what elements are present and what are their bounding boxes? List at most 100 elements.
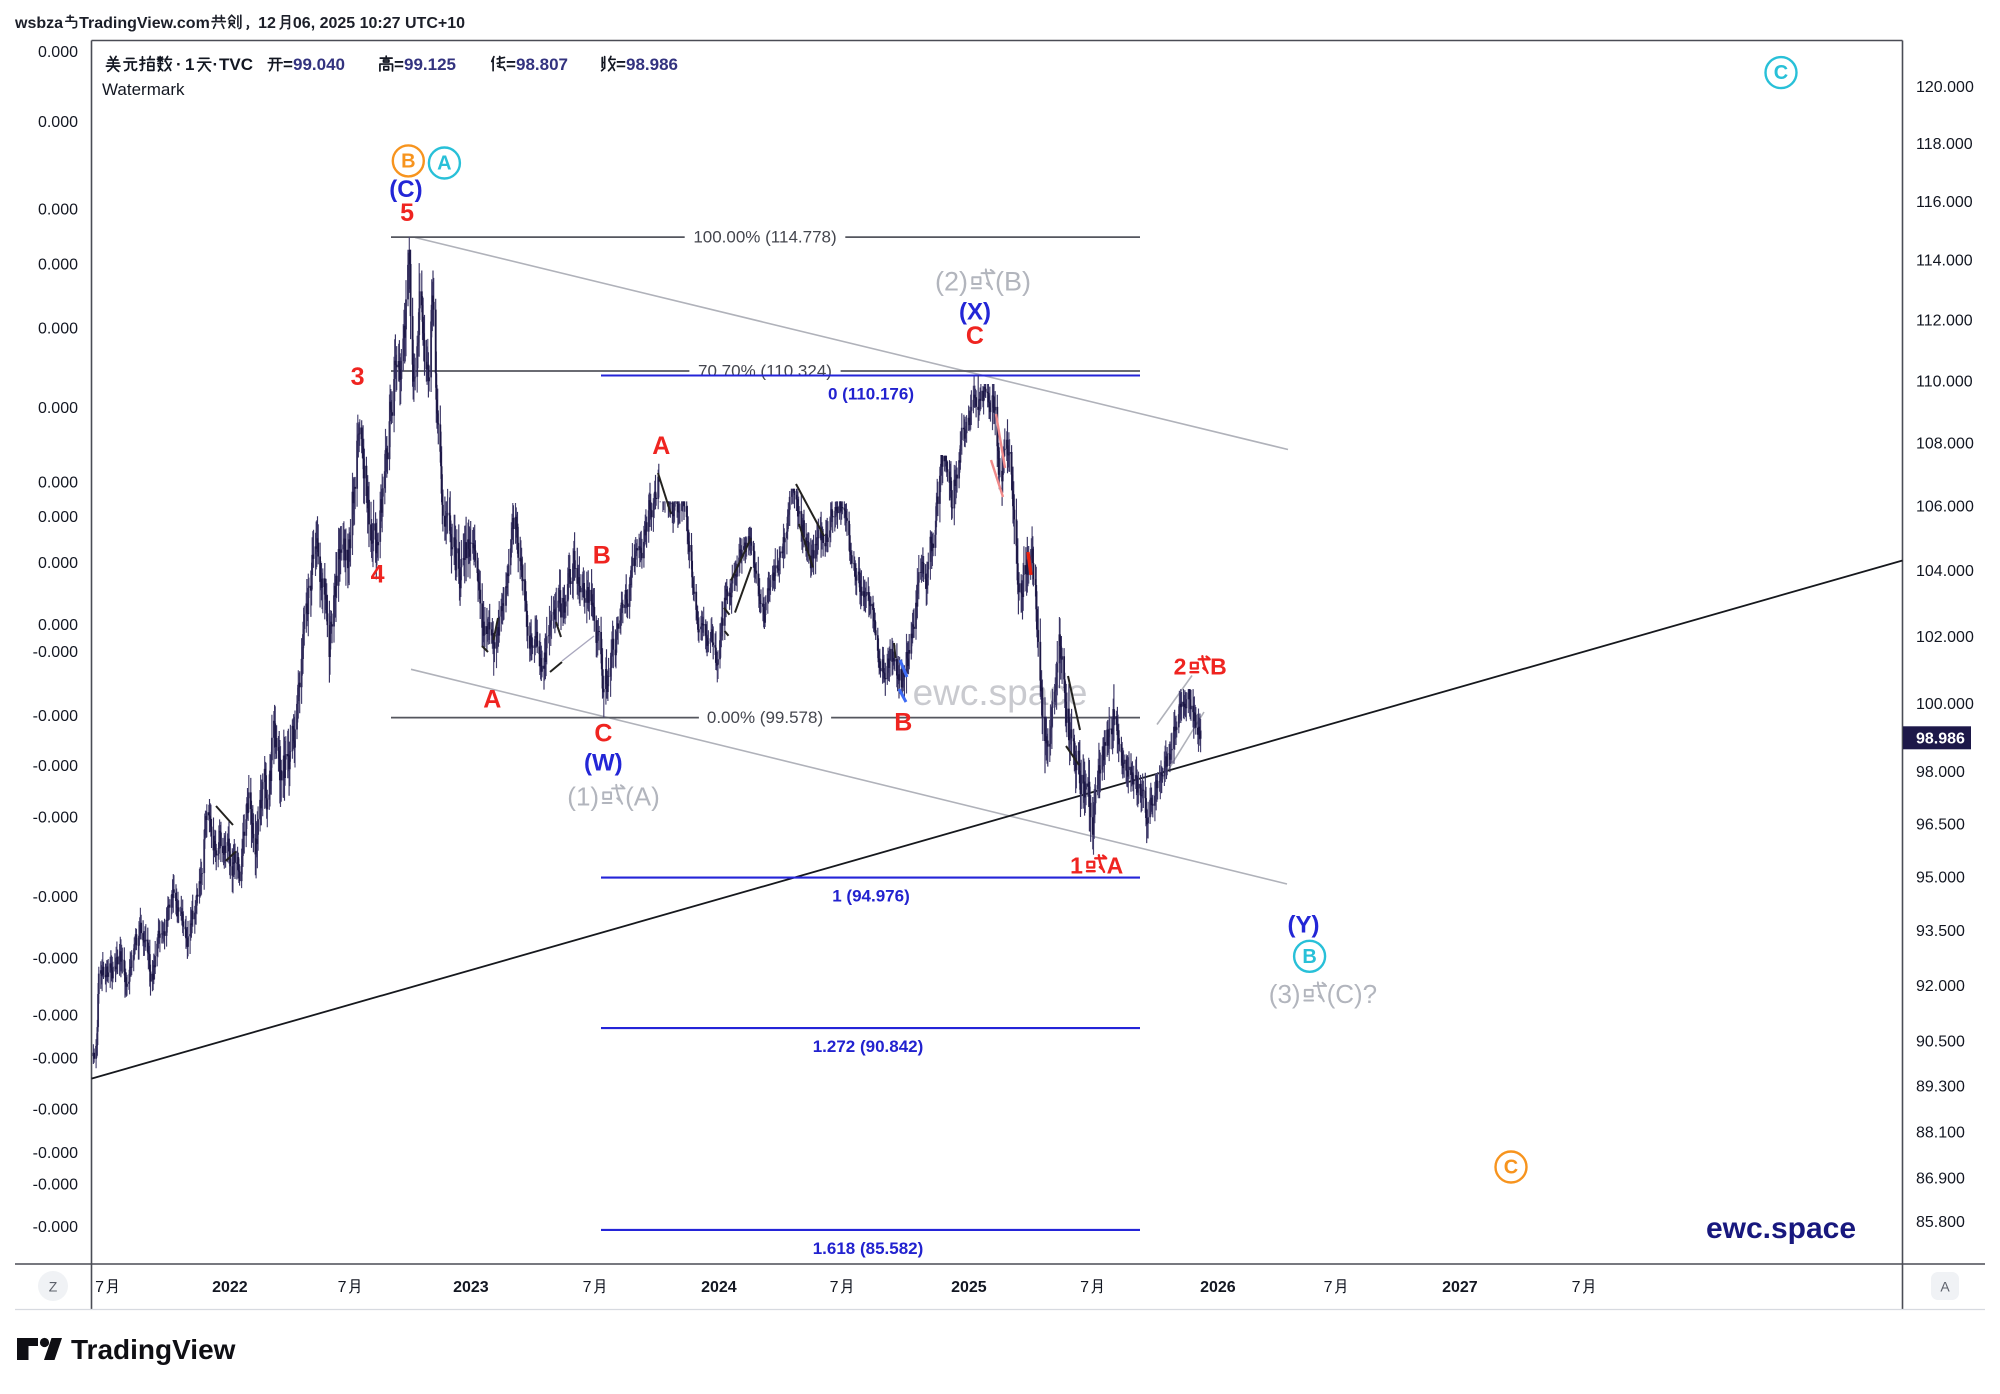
svg-text:2026: 2026 — [1200, 1279, 1236, 1296]
svg-text:93.500: 93.500 — [1916, 923, 1965, 940]
svg-text:-0.000: -0.000 — [33, 1051, 78, 1068]
svg-text:104.000: 104.000 — [1916, 563, 1974, 580]
svg-text:Watermark: Watermark — [102, 80, 185, 99]
svg-text:92.000: 92.000 — [1916, 978, 1965, 995]
svg-text:0.000: 0.000 — [38, 201, 78, 218]
svg-text:TradingView.com: TradingView.com — [79, 15, 210, 32]
svg-text:C: C — [1774, 62, 1788, 84]
svg-text:C: C — [1504, 1157, 1518, 1179]
svg-text:B: B — [401, 150, 415, 172]
svg-text:·: · — [213, 55, 219, 74]
svg-text:06, 2025 10:27 UTC+10: 06, 2025 10:27 UTC+10 — [293, 15, 465, 32]
svg-text:0.000: 0.000 — [38, 509, 78, 526]
svg-text:110.000: 110.000 — [1916, 373, 1973, 390]
svg-text:1.272 (90.842): 1.272 (90.842) — [813, 1037, 924, 1056]
svg-text:(3): (3) — [1269, 979, 1301, 1009]
svg-text:90.500: 90.500 — [1916, 1033, 1965, 1050]
svg-text:112.000: 112.000 — [1916, 313, 1973, 330]
svg-text:96.500: 96.500 — [1916, 816, 1965, 833]
svg-text:4: 4 — [371, 561, 385, 589]
svg-text:7: 7 — [1324, 1279, 1333, 1296]
svg-text:A: A — [1107, 852, 1124, 878]
svg-text:-0.000: -0.000 — [33, 809, 78, 826]
svg-text:=: = — [506, 55, 516, 74]
svg-text:98.807: 98.807 — [516, 55, 568, 74]
svg-text:3: 3 — [351, 363, 365, 391]
svg-text:-0.000: -0.000 — [33, 1145, 78, 1162]
svg-text:Z: Z — [49, 1279, 58, 1295]
svg-text:(1): (1) — [567, 781, 599, 811]
svg-text:2: 2 — [1174, 653, 1187, 679]
svg-text:-0.000: -0.000 — [33, 889, 78, 906]
svg-text:=: = — [394, 55, 404, 74]
svg-text:B: B — [1210, 653, 1227, 679]
svg-text:-0.000: -0.000 — [33, 708, 78, 725]
svg-text:TradingView: TradingView — [71, 1334, 236, 1365]
svg-text:116.000: 116.000 — [1916, 194, 1973, 211]
svg-text:(Y): (Y) — [1288, 912, 1320, 939]
svg-text:0.00% (99.578): 0.00% (99.578) — [707, 708, 823, 727]
svg-text:98.986: 98.986 — [1916, 730, 1965, 747]
svg-text:-0.000: -0.000 — [33, 951, 78, 968]
svg-text:=: = — [616, 55, 626, 74]
svg-text:B: B — [894, 709, 912, 737]
svg-text:ewc.space: ewc.space — [913, 672, 1088, 713]
svg-text:(C): (C) — [389, 176, 422, 203]
svg-text:12: 12 — [258, 15, 276, 32]
svg-text:98.000: 98.000 — [1916, 764, 1965, 781]
svg-text:85.800: 85.800 — [1916, 1214, 1965, 1231]
svg-text:1.618 (85.582): 1.618 (85.582) — [813, 1239, 924, 1258]
svg-text:C: C — [594, 720, 612, 748]
svg-text:0.000: 0.000 — [38, 114, 78, 131]
svg-text:7: 7 — [583, 1279, 592, 1296]
svg-text:95.000: 95.000 — [1916, 869, 1965, 886]
svg-text:TVC: TVC — [219, 55, 253, 74]
svg-text:0.000: 0.000 — [38, 400, 78, 417]
svg-text:-0.000: -0.000 — [33, 758, 78, 775]
svg-text:0.000: 0.000 — [38, 617, 78, 634]
svg-text:2027: 2027 — [1442, 1279, 1478, 1296]
svg-text:0.000: 0.000 — [38, 257, 78, 274]
svg-text:0 (110.176): 0 (110.176) — [828, 385, 914, 404]
svg-text:7: 7 — [95, 1279, 104, 1296]
svg-text:(B): (B) — [995, 267, 1031, 297]
svg-text:A: A — [652, 432, 670, 460]
svg-text:100.00% (114.778): 100.00% (114.778) — [693, 228, 836, 247]
svg-text:7: 7 — [1080, 1279, 1089, 1296]
svg-text:7: 7 — [1572, 1279, 1581, 1296]
svg-text:89.300: 89.300 — [1916, 1079, 1965, 1096]
svg-text:B: B — [1302, 946, 1316, 968]
svg-text:102.000: 102.000 — [1916, 629, 1974, 646]
svg-text:(C)?: (C)? — [1327, 979, 1378, 1009]
svg-text:-0.000: -0.000 — [33, 1007, 78, 1024]
svg-text:106.000: 106.000 — [1916, 499, 1974, 516]
svg-text:88.100: 88.100 — [1916, 1124, 1965, 1141]
svg-text:0.000: 0.000 — [38, 474, 78, 491]
svg-text:·: · — [176, 55, 182, 74]
svg-text:(X): (X) — [959, 299, 991, 326]
svg-text:100.000: 100.000 — [1916, 696, 1974, 713]
svg-text:0.000: 0.000 — [38, 44, 78, 61]
svg-text:2024: 2024 — [701, 1279, 737, 1296]
svg-text:(A): (A) — [625, 781, 660, 811]
svg-text:(2): (2) — [935, 267, 968, 297]
svg-text:-0.000: -0.000 — [33, 644, 78, 661]
svg-text:wsbza: wsbza — [14, 15, 63, 32]
svg-text:108.000: 108.000 — [1916, 436, 1974, 453]
svg-text:98.986: 98.986 — [626, 55, 678, 74]
svg-text:-0.000: -0.000 — [33, 1102, 78, 1119]
svg-text:=: = — [283, 55, 293, 74]
svg-text:70.70% (110.324): 70.70% (110.324) — [698, 362, 832, 381]
svg-text:120.000: 120.000 — [1916, 79, 1974, 96]
svg-text:-0.000: -0.000 — [33, 1177, 78, 1194]
svg-text:99.040: 99.040 — [293, 55, 345, 74]
svg-text:A: A — [483, 686, 501, 714]
svg-text:ewc.space: ewc.space — [1706, 1212, 1856, 1245]
svg-text:118.000: 118.000 — [1916, 136, 1973, 153]
svg-text:0.000: 0.000 — [38, 555, 78, 572]
svg-text:99.125: 99.125 — [404, 55, 456, 74]
svg-text:(W): (W) — [584, 750, 623, 777]
svg-text:1: 1 — [185, 55, 194, 74]
svg-text:B: B — [593, 542, 611, 570]
svg-text:C: C — [966, 322, 984, 350]
